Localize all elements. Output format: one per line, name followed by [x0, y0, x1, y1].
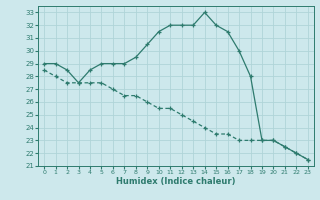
X-axis label: Humidex (Indice chaleur): Humidex (Indice chaleur) [116, 177, 236, 186]
